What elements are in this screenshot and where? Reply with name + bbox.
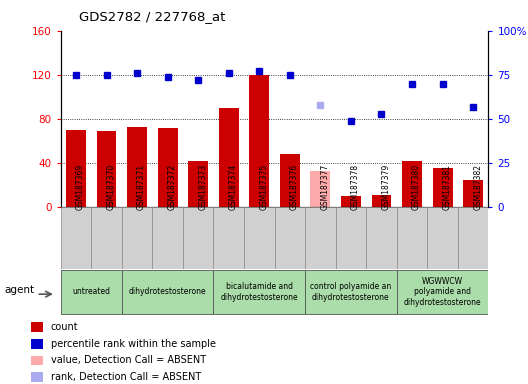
Text: GSM187381: GSM187381 — [442, 164, 451, 210]
Text: GSM187369: GSM187369 — [76, 164, 85, 210]
Text: rank, Detection Call = ABSENT: rank, Detection Call = ABSENT — [51, 372, 201, 382]
Bar — [397, 207, 427, 269]
Bar — [31, 339, 43, 349]
Bar — [61, 270, 122, 314]
Bar — [249, 75, 269, 207]
Text: GSM187379: GSM187379 — [381, 164, 391, 210]
Text: GSM187382: GSM187382 — [473, 164, 482, 210]
Text: GSM187376: GSM187376 — [290, 164, 299, 210]
Bar — [219, 108, 239, 207]
Bar — [31, 372, 43, 382]
Bar — [66, 130, 86, 207]
Bar — [402, 161, 422, 207]
Text: control polyamide an
dihydrotestosterone: control polyamide an dihydrotestosterone — [310, 282, 392, 301]
Bar — [305, 207, 336, 269]
Text: GSM187370: GSM187370 — [107, 164, 116, 210]
Bar — [305, 270, 397, 314]
Text: bicalutamide and
dihydrotestosterone: bicalutamide and dihydrotestosterone — [221, 282, 298, 301]
Text: GSM187380: GSM187380 — [412, 164, 421, 210]
Bar — [158, 128, 177, 207]
Bar — [122, 270, 213, 314]
Text: percentile rank within the sample: percentile rank within the sample — [51, 339, 216, 349]
Bar — [280, 154, 300, 207]
Bar — [458, 207, 488, 269]
Bar — [397, 270, 488, 314]
Text: count: count — [51, 322, 78, 332]
Bar — [427, 207, 458, 269]
Bar — [341, 196, 361, 207]
Text: untreated: untreated — [72, 287, 110, 296]
Bar — [213, 207, 244, 269]
Text: value, Detection Call = ABSENT: value, Detection Call = ABSENT — [51, 356, 206, 366]
Bar — [463, 180, 483, 207]
Bar — [432, 167, 452, 207]
Bar — [97, 131, 117, 207]
Text: GSM187377: GSM187377 — [320, 164, 329, 210]
Text: GSM187373: GSM187373 — [198, 164, 207, 210]
Bar — [122, 207, 153, 269]
Bar — [91, 207, 122, 269]
Bar — [310, 171, 331, 207]
Bar — [31, 323, 43, 332]
Bar — [188, 161, 208, 207]
Bar — [372, 195, 391, 207]
Bar — [127, 127, 147, 207]
Bar — [366, 207, 397, 269]
Text: GSM187374: GSM187374 — [229, 164, 238, 210]
Bar — [153, 207, 183, 269]
Text: agent: agent — [5, 285, 35, 295]
Bar — [336, 207, 366, 269]
Text: WGWWCW
polyamide and
dihydrotestosterone: WGWWCW polyamide and dihydrotestosterone — [404, 277, 482, 307]
Bar — [213, 270, 305, 314]
Bar — [244, 207, 275, 269]
Text: dihydrotestosterone: dihydrotestosterone — [129, 287, 206, 296]
Text: GDS2782 / 227768_at: GDS2782 / 227768_at — [79, 10, 225, 23]
Bar — [275, 207, 305, 269]
Text: GSM187378: GSM187378 — [351, 164, 360, 210]
Text: GSM187375: GSM187375 — [259, 164, 268, 210]
Text: GSM187371: GSM187371 — [137, 164, 146, 210]
Bar — [31, 356, 43, 365]
Bar — [183, 207, 213, 269]
Bar — [61, 207, 91, 269]
Text: GSM187372: GSM187372 — [168, 164, 177, 210]
